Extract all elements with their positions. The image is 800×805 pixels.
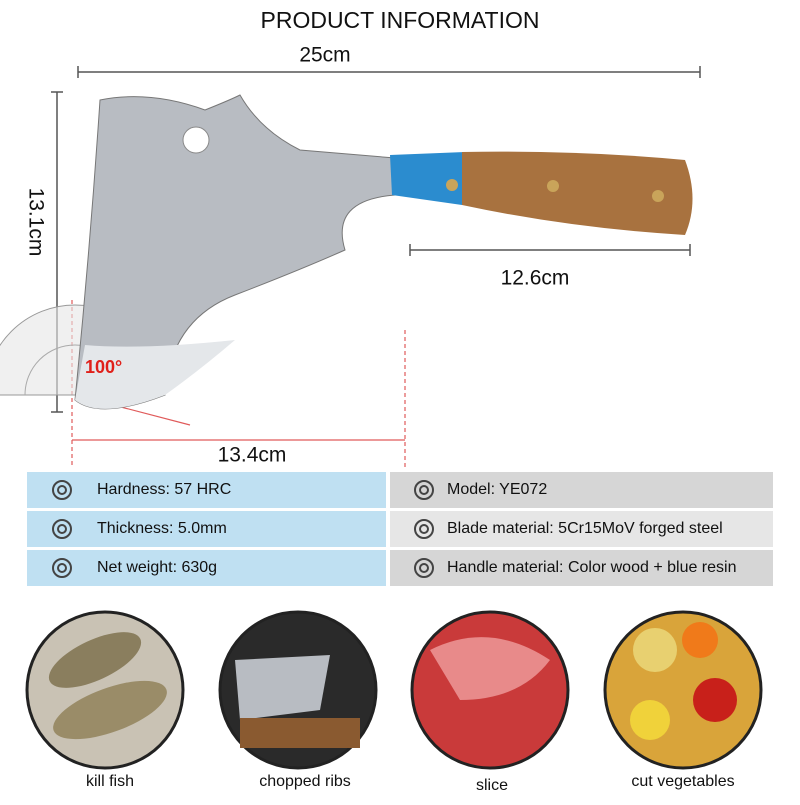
spec-icon [419, 524, 429, 534]
spec-icon [52, 519, 72, 539]
angle-label: 100° [85, 357, 122, 377]
spec-text: Handle material: Color wood + blue resin [447, 559, 736, 576]
specs-table: Hardness: 57 HRC Model: YE072 Thickness: 5… [27, 472, 773, 586]
spec-cell [390, 472, 773, 508]
length-label: 25cm [299, 44, 350, 67]
use-labels: kill fish chopped ribs slice cut vegetables [86, 773, 735, 794]
knife [74, 94, 693, 410]
spec-text: Model: YE072 [447, 481, 547, 498]
spec-text: Hardness: 57 HRC [97, 481, 231, 498]
spec-cell [27, 511, 386, 547]
spec-cell [27, 550, 386, 586]
title: PRODUCT INFORMATION [261, 7, 540, 33]
uses [25, 610, 763, 770]
spec-icon [52, 558, 72, 578]
spec-icon [419, 563, 429, 573]
blade-label: 13.4cm [218, 444, 287, 467]
spec-text: Thickness: 5.0mm [97, 520, 227, 537]
spec-icon [52, 480, 72, 500]
spec-icon [57, 524, 67, 534]
use-label: chopped ribs [259, 773, 351, 790]
use-label: slice [476, 777, 508, 794]
spec-text: Blade material: 5Cr15MoV forged steel [447, 520, 723, 537]
height-label: 13.1cm [24, 188, 47, 257]
spec-icon [419, 485, 429, 495]
spec-icon [414, 558, 434, 578]
spec-cell [390, 511, 773, 547]
spec-icon [414, 480, 434, 500]
use-label: kill fish [86, 773, 134, 790]
spec-cell [27, 472, 386, 508]
spec-icon [57, 563, 67, 573]
handle-label: 12.6cm [501, 267, 570, 290]
spec-icon [414, 519, 434, 539]
spec-icon [57, 485, 67, 495]
spec-cell [390, 550, 773, 586]
use-label: cut vegetables [631, 773, 734, 790]
spec-text: Net weight: 630g [97, 559, 217, 576]
